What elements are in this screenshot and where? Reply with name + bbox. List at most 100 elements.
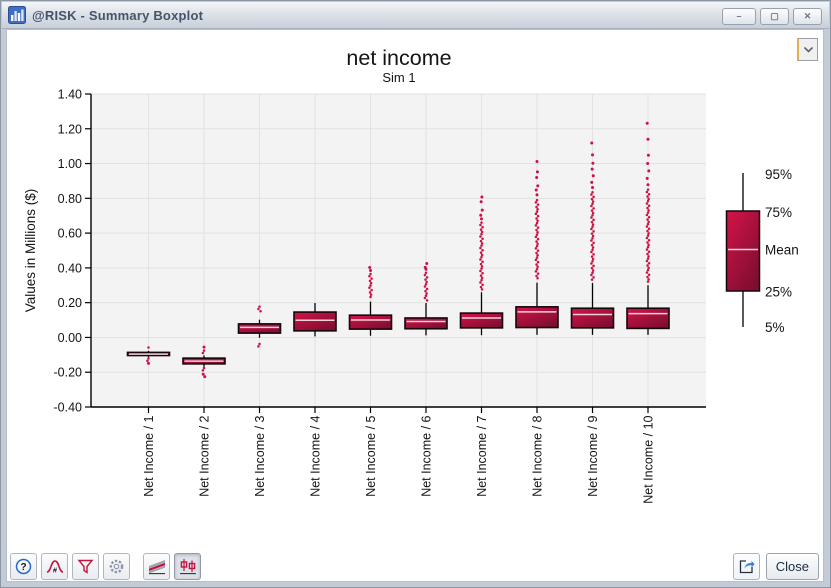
outlier-dot <box>480 232 483 236</box>
outlier-dot <box>535 210 539 213</box>
outlier-dot <box>590 193 593 196</box>
outlier-dot <box>536 219 539 223</box>
close-button[interactable]: Close <box>765 553 819 580</box>
boxplot-group[interactable] <box>126 346 171 365</box>
outlier-dot <box>646 245 650 249</box>
outlier-dot <box>591 174 595 178</box>
outlier-dot <box>479 235 482 238</box>
help-button[interactable]: ? <box>10 553 37 580</box>
box-iqr <box>570 307 615 329</box>
y-tick-label: 0.00 <box>58 331 82 345</box>
boxplot-group[interactable] <box>237 305 282 348</box>
x-tick-label: Net Income / 5 <box>364 415 378 496</box>
outlier-dot <box>369 295 372 299</box>
outlier-dot <box>480 267 483 270</box>
outlier-dot <box>591 225 594 228</box>
summary-trend-button[interactable] <box>143 553 170 580</box>
boxplot-group[interactable] <box>570 141 615 335</box>
outlier-dot <box>590 220 594 224</box>
close-window-button[interactable]: ✕ <box>793 8 822 25</box>
outlier-dot <box>591 259 594 263</box>
y-tick-label: 1.40 <box>58 88 82 102</box>
outlier-dot <box>259 310 262 313</box>
outlier-dot <box>646 222 650 226</box>
outlier-dot <box>534 224 538 227</box>
outlier-dot <box>480 278 483 282</box>
outlier-dot <box>369 281 373 285</box>
outlier-dot <box>646 206 649 210</box>
title-bar[interactable]: @RISK - Summary Boxplot – ▢ ✕ <box>2 2 829 29</box>
outlier-dot <box>368 275 371 278</box>
outlier-dot <box>423 273 427 277</box>
outlier-dot <box>645 259 649 263</box>
outlier-dot <box>590 266 594 270</box>
summary-boxplot-button[interactable] <box>174 553 201 580</box>
chart-options-dropdown-button[interactable] <box>797 38 818 61</box>
outlier-dot <box>536 242 539 246</box>
outlier-dot <box>647 255 650 258</box>
outlier-dot <box>535 256 539 259</box>
outlier-dot <box>646 229 649 233</box>
outlier-dot <box>479 246 482 250</box>
outlier-dot <box>424 289 427 293</box>
legend-label: 75% <box>765 205 792 220</box>
outlier-dot <box>258 342 261 346</box>
outlier-dot <box>535 193 539 197</box>
settings-gear-icon <box>109 559 124 574</box>
trend-chart-icon <box>148 560 165 575</box>
outlier-dot <box>481 283 484 287</box>
x-tick-label: Net Income / 7 <box>475 415 489 496</box>
outlier-dot <box>534 188 538 192</box>
export-chart-button[interactable] <box>732 553 760 580</box>
outlier-dot <box>590 239 593 242</box>
legend-label: 25% <box>765 285 792 300</box>
outlier-dot <box>534 212 538 216</box>
settings-button[interactable] <box>103 553 130 580</box>
outlier-dot <box>534 258 538 262</box>
boxplot-group[interactable] <box>182 345 226 379</box>
outlier-dot <box>479 213 483 217</box>
box-iqr <box>404 317 448 330</box>
outlier-dot <box>646 268 650 272</box>
outlier-dot <box>536 237 540 241</box>
outlier-dot <box>591 236 594 240</box>
outlier-dot <box>536 226 540 229</box>
outlier-dot <box>479 258 482 261</box>
boxplot-group[interactable] <box>404 262 448 336</box>
boxplot-group[interactable] <box>459 195 504 336</box>
outlier-dot <box>536 254 539 257</box>
y-tick-label: 0.80 <box>58 192 82 206</box>
x-tick-label: Net Income / 8 <box>531 415 545 496</box>
outlier-dot <box>535 159 539 163</box>
boxplot-group[interactable] <box>515 159 559 335</box>
outlier-dot <box>535 175 539 179</box>
outlier-dot <box>370 288 373 292</box>
outlier-dot <box>425 287 429 291</box>
boxplot-group[interactable] <box>293 303 337 337</box>
boxplot-group[interactable] <box>348 266 393 336</box>
outlier-dot <box>257 307 260 311</box>
outlier-dot <box>646 234 650 237</box>
distribution-format-button[interactable]: # <box>41 553 68 580</box>
outlier-dot <box>535 217 538 220</box>
y-tick-label: -0.40 <box>54 401 83 415</box>
legend-box <box>725 210 761 292</box>
boxplot-chart-icon <box>179 559 196 575</box>
box-iqr <box>515 306 559 329</box>
box-iqr <box>459 312 504 329</box>
minimize-button[interactable]: – <box>722 8 756 25</box>
outlier-dot <box>479 228 483 231</box>
outlier-dot <box>481 260 484 264</box>
outlier-dot <box>536 272 540 275</box>
outlier-dot <box>645 248 649 251</box>
outlier-dot <box>647 169 651 173</box>
outlier-dot <box>592 276 595 279</box>
outlier-dot <box>591 213 594 217</box>
boxplot-group[interactable] <box>626 121 670 335</box>
outlier-dot <box>645 176 649 180</box>
outlier-dot <box>591 211 595 215</box>
filter-button[interactable] <box>72 553 99 580</box>
maximize-button[interactable]: ▢ <box>760 8 789 25</box>
outlier-dot <box>647 261 651 265</box>
